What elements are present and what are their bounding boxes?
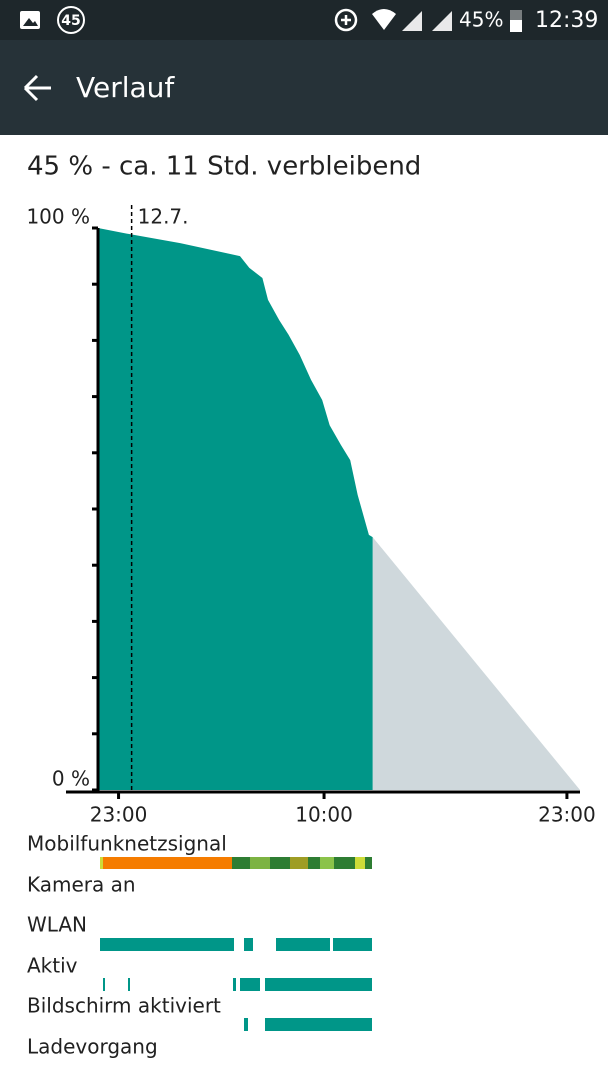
screen-bar bbox=[244, 1018, 248, 1031]
back-button[interactable] bbox=[23, 74, 51, 102]
app-bar-title: Verlauf bbox=[76, 71, 175, 104]
wifi-icon bbox=[372, 9, 396, 30]
app-bar bbox=[0, 40, 608, 135]
wifi-bar bbox=[276, 938, 330, 951]
active-bar bbox=[265, 978, 372, 991]
battery-chart: 12.7. 0 % 100 % 23:00 10:00 23:00 bbox=[26, 205, 595, 827]
active-bar bbox=[233, 978, 236, 991]
x-tick-label: 10:00 bbox=[295, 803, 353, 827]
battery-area bbox=[372, 537, 580, 790]
data-saver-plus bbox=[341, 15, 351, 25]
battery-percent: 45% bbox=[459, 8, 503, 32]
gallery-icon-glyph bbox=[23, 18, 38, 26]
wifi-bar bbox=[333, 938, 372, 951]
signal-bar bbox=[100, 857, 232, 869]
active-bar bbox=[128, 978, 130, 991]
activity-label: Kamera an bbox=[27, 873, 136, 897]
battery-level bbox=[510, 20, 522, 32]
battery-summary: 45 % - ca. 11 Std. verbleibend bbox=[27, 152, 421, 182]
activity-label: WLAN bbox=[27, 913, 87, 937]
signal-bar bbox=[320, 857, 334, 869]
activity-label: Bildschirm aktiviert bbox=[27, 994, 221, 1018]
wifi-bar bbox=[100, 938, 234, 951]
notification-count: 45 bbox=[61, 13, 80, 29]
x-tick-label: 23:00 bbox=[90, 803, 148, 827]
data-saver-icon bbox=[334, 8, 358, 32]
clock: 12:39 bbox=[535, 8, 598, 33]
active-bar bbox=[103, 978, 105, 991]
activity-label: Ladevorgang bbox=[27, 1035, 158, 1059]
y-tick-label: 100 % bbox=[26, 205, 90, 229]
notification-badge bbox=[57, 6, 85, 34]
signal-bar bbox=[100, 857, 103, 869]
activity-label: Mobilfunknetzsignal bbox=[27, 832, 227, 856]
x-tick-label: 23:00 bbox=[538, 803, 596, 827]
y-tick-label: 0 % bbox=[52, 767, 90, 791]
active-bar bbox=[240, 978, 260, 991]
signal-icon-2 bbox=[432, 11, 452, 31]
signal-bar bbox=[250, 857, 270, 869]
signal-bar bbox=[290, 857, 308, 869]
signal-icon-1 bbox=[402, 11, 422, 31]
wifi-bar bbox=[244, 938, 253, 951]
date-marker-label: 12.7. bbox=[138, 205, 189, 229]
activity-bars bbox=[100, 857, 372, 1031]
battery-area bbox=[98, 228, 373, 790]
screen-bar bbox=[265, 1018, 372, 1031]
status-bar bbox=[0, 0, 608, 40]
signal-bar bbox=[355, 857, 365, 869]
activity-label: Aktiv bbox=[27, 954, 78, 978]
